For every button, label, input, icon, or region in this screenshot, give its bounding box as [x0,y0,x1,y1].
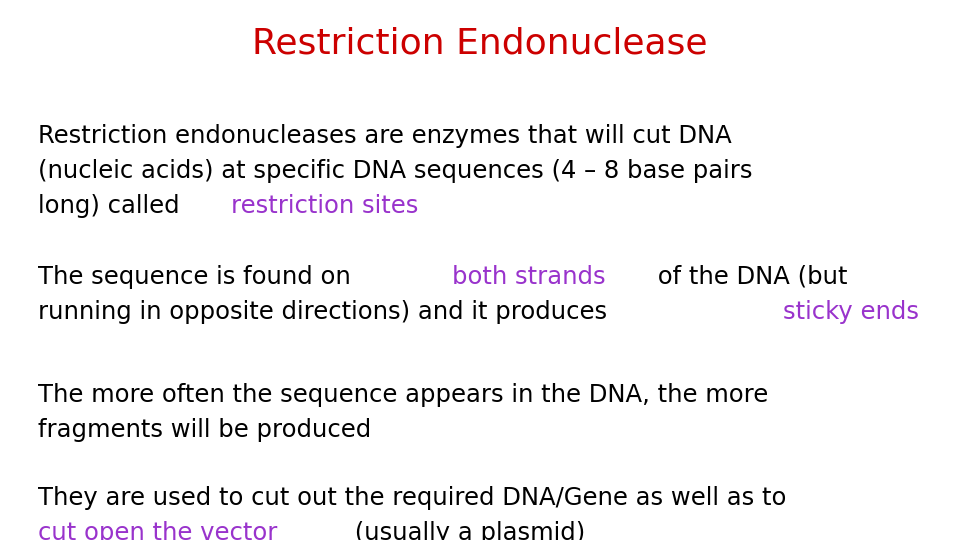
Text: The more often the sequence appears in the DNA, the more: The more often the sequence appears in t… [38,383,769,407]
Text: sticky ends: sticky ends [782,300,919,323]
Text: fragments will be produced: fragments will be produced [38,418,372,442]
Text: (nucleic acids) at specific DNA sequences (4 – 8 base pairs: (nucleic acids) at specific DNA sequence… [38,159,753,183]
Text: both strands: both strands [452,265,606,288]
Text: cut open the vector: cut open the vector [38,521,277,540]
Text: Restriction endonucleases are enzymes that will cut DNA: Restriction endonucleases are enzymes th… [38,124,732,148]
Text: long) called: long) called [38,194,188,218]
Text: of the DNA (but: of the DNA (but [650,265,848,288]
Text: restriction sites: restriction sites [231,194,419,218]
Text: They are used to cut out the required DNA/Gene as well as to: They are used to cut out the required DN… [38,486,787,510]
Text: The sequence is found on: The sequence is found on [38,265,359,288]
Text: (usually a plasmid): (usually a plasmid) [348,521,586,540]
Text: running in opposite directions) and it produces: running in opposite directions) and it p… [38,300,615,323]
Text: Restriction Endonuclease: Restriction Endonuclease [252,27,708,61]
